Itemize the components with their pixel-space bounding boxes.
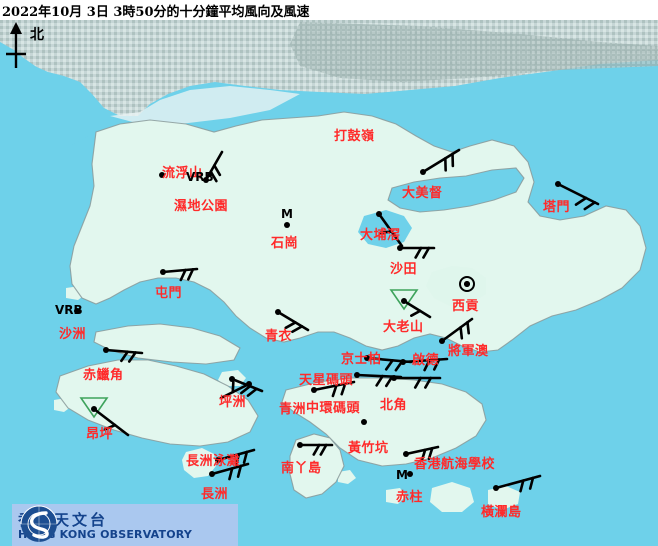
wind-barb: [355, 373, 403, 388]
cheung-chau-land: [182, 448, 216, 478]
wind-barb: [104, 348, 144, 363]
station-marker-dot[interactable]: [74, 308, 80, 314]
title-bar: 2022年10月 3日 3時50分的十分鐘平均風向及風速: [0, 0, 658, 20]
station-label[interactable]: 青洲: [279, 402, 307, 417]
coastline-layer: [0, 20, 658, 512]
north-arrow-icon: [6, 22, 26, 68]
wind-barb: [392, 376, 442, 389]
station-label[interactable]: 中環碼頭: [306, 401, 361, 416]
small-islet-a: [338, 470, 356, 484]
station-label[interactable]: 青衣: [265, 329, 293, 344]
variable-wind-tag: VRB: [55, 303, 83, 317]
station-label[interactable]: 將軍澳: [448, 344, 489, 359]
hong-kong-island-land: [282, 378, 486, 466]
lamma-island-land: [290, 434, 344, 498]
missing-data-tag: M: [396, 468, 408, 482]
hko-swirl-logo-icon: [20, 505, 58, 542]
station-label[interactable]: 沙洲: [59, 327, 87, 342]
station-label[interactable]: 塔門: [543, 200, 571, 215]
wind-barb: [404, 445, 440, 462]
hko-logo: 香港天文台 HONG KONG OBSERVATORY: [12, 504, 238, 546]
station-label[interactable]: 赤柱: [396, 490, 424, 505]
station-marker-dot[interactable]: [284, 222, 290, 228]
mainland-urban: [110, 86, 300, 124]
station-marker-dot[interactable]: [159, 172, 165, 178]
station-label[interactable]: 大埔滘: [360, 228, 401, 243]
station-label[interactable]: 黃竹坑: [348, 441, 389, 456]
station-label[interactable]: 大美督: [402, 186, 443, 201]
deep-bay-water: [0, 44, 104, 170]
small-islet-b: [54, 398, 72, 412]
station-marker-dot[interactable]: [361, 419, 367, 425]
wind-barb: [556, 182, 600, 211]
mainland-hills: [290, 22, 658, 82]
station-label[interactable]: 屯門: [155, 286, 183, 301]
waglan-islet: [488, 486, 520, 510]
station-label[interactable]: 大老山: [383, 320, 424, 335]
sai-kung-town-land: [426, 266, 486, 306]
station-label[interactable]: 啟德: [412, 353, 440, 368]
station-label[interactable]: 橫瀾島: [481, 505, 522, 520]
wind-barb: [440, 317, 474, 343]
wind-barb: [398, 246, 436, 259]
tolo-channel-water: [358, 210, 412, 248]
station-label[interactable]: 打鼓嶺: [334, 129, 375, 144]
missing-data-tag: M: [281, 207, 293, 221]
wind-barb: [219, 380, 251, 400]
station-label[interactable]: 坪洲: [219, 395, 247, 410]
station-label[interactable]: 北角: [380, 398, 408, 413]
wind-barb: [276, 310, 310, 334]
station-label[interactable]: 濕地公園: [174, 199, 229, 214]
page-title: 2022年10月 3日 3時50分的十分鐘平均風向及風速: [2, 5, 310, 20]
wind-barb: [377, 212, 404, 248]
wind-barb: [161, 267, 199, 282]
station-label[interactable]: 天星碼頭: [299, 373, 354, 388]
wind-barb: [402, 299, 432, 319]
calm-wind-icon: [459, 276, 475, 292]
lantau-island-land: [56, 360, 258, 446]
logo-english-name: HONG KONG OBSERVATORY: [18, 528, 193, 542]
station-label[interactable]: 西貢: [452, 299, 480, 314]
hong-kong-wind-map[interactable]: 北 打鼓嶺 VRB 流浮山 濕地公園 大美督 塔門 M 石崗 大埔滘 沙田 屯門 VRB 沙洲 西貢 青衣大…: [0, 20, 658, 546]
station-label[interactable]: 流浮山: [162, 166, 203, 181]
station-label[interactable]: 香港航海學校: [414, 457, 496, 472]
high-level-station-triangle-icon: [79, 397, 109, 419]
po-toi-islets: [430, 482, 474, 512]
wind-barb: [210, 462, 250, 481]
sai-kung-peninsula: [466, 220, 600, 304]
station-label[interactable]: 沙田: [390, 262, 418, 277]
wind-barb: [92, 407, 130, 437]
station-label[interactable]: 南丫島: [281, 461, 322, 476]
wind-barb: [204, 150, 224, 183]
wind-barb: [494, 474, 542, 493]
wind-barb: [298, 443, 334, 456]
wind-barb: [216, 448, 256, 467]
wind-barb: [401, 357, 449, 372]
station-label[interactable]: 長洲泳灘: [186, 454, 241, 469]
station-label[interactable]: 石崗: [271, 236, 299, 251]
station-label[interactable]: 赤鱲角: [83, 368, 124, 383]
southern-islet: [386, 488, 406, 504]
station-marker-dot[interactable]: [407, 471, 413, 477]
variable-wind-tag: VRB: [186, 170, 214, 184]
wind-barb: [421, 148, 461, 174]
station-label[interactable]: 昂坪: [86, 427, 114, 442]
north-label: 北: [30, 27, 44, 43]
station-label[interactable]: 京士柏: [341, 352, 382, 367]
wind-barb: [312, 380, 356, 398]
chek-lap-kok-land: [94, 324, 240, 364]
high-level-station-triangle-icon: [389, 289, 419, 311]
station-label[interactable]: 長洲: [201, 487, 229, 502]
